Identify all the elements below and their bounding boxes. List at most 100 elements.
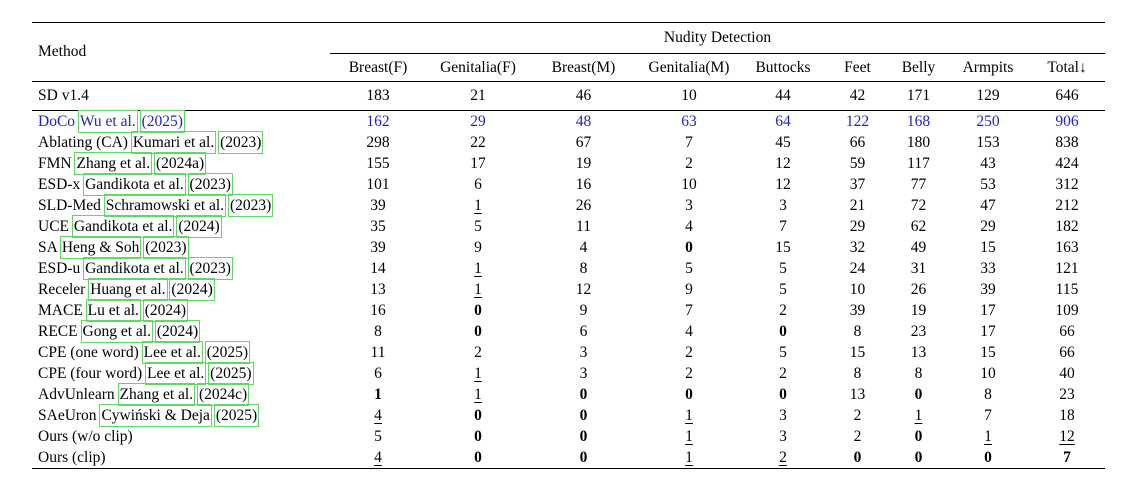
value-cell: 12 — [775, 155, 791, 172]
citation-author-link[interactable]: Cywiński & Deja — [99, 404, 212, 427]
table-row: MACE Lu et al. (2024) 16 0 9 7 2 39 19 17 109 — [32, 299, 1105, 322]
value-cell: 2 — [474, 344, 482, 361]
method-cell: ESD-x Gandikota et al. (2023) — [32, 173, 330, 196]
value-cell: 7 — [1063, 449, 1071, 466]
value-cell: 117 — [907, 155, 930, 172]
table-row: Ours (w/o clip) 5 0 0 1 3 2 0 1 12 — [32, 426, 1105, 447]
value-cell: 17 — [980, 323, 996, 340]
citation-author-link[interactable]: Zhang et al. — [117, 383, 196, 406]
value-cell: 182 — [1055, 218, 1079, 235]
value-cell: 171 — [890, 81, 947, 111]
value-cell: 162 — [366, 113, 390, 130]
value-cell: 18 — [1059, 407, 1075, 424]
citation-year-link[interactable]: (2024) — [176, 215, 222, 238]
value-cell: 59 — [849, 155, 866, 172]
col-header-belly: Belly — [890, 53, 947, 82]
value-cell: 14 — [370, 260, 386, 277]
citation-author-link[interactable]: Gong et al. — [80, 320, 153, 343]
group-header-row: Method Nudity Detection — [32, 22, 1106, 82]
value-cell: 122 — [845, 113, 870, 130]
method-name: Ablating (CA) — [38, 134, 128, 151]
value-cell: 906 — [1055, 113, 1079, 130]
value-cell: 0 — [779, 323, 787, 340]
citation-author-link[interactable]: Gandikota et al. — [83, 257, 186, 280]
value-cell: 5 — [474, 218, 482, 235]
citation-year-link[interactable]: (2023) — [187, 257, 233, 280]
value-cell: 0 — [779, 386, 787, 403]
method-cell: MACE Lu et al. (2024) — [32, 299, 330, 322]
citation-year-link[interactable]: (2024) — [169, 278, 215, 301]
citation-author-link[interactable]: Lee et al. — [141, 341, 203, 364]
table-row: RECE Gong et al. (2024) 8 0 6 4 0 8 23 17 66 — [32, 320, 1105, 343]
citation-author-link[interactable]: Wu et al. — [77, 110, 138, 133]
value-cell: 72 — [910, 197, 927, 214]
value-cell: 1 — [685, 407, 693, 424]
value-cell: 12 — [575, 281, 592, 298]
citation-author-link[interactable]: Schramowski et al. — [103, 194, 227, 217]
value-cell: 6 — [474, 176, 482, 193]
citation-year-link[interactable]: (2024a) — [153, 152, 207, 175]
citation-author-link[interactable]: Lu et al. — [85, 299, 141, 322]
citation-author-link[interactable]: Kumari et al. — [130, 131, 217, 154]
citation-author-link[interactable]: Gandikota et al. — [71, 215, 175, 238]
citation-year-link[interactable]: (2024c) — [196, 383, 250, 406]
citation-author-link[interactable]: Lee et al. — [145, 362, 207, 385]
method-name: Ours (w/o clip) — [38, 428, 133, 445]
value-cell: 0 — [579, 428, 588, 445]
table-row: ESD-x Gandikota et al. (2023) 101 6 16 10 12 3… — [32, 173, 1105, 196]
method-name: AdvUnlearn — [38, 386, 115, 403]
citation-author-link[interactable]: Gandikota et al. — [83, 173, 186, 196]
citation-year-link[interactable]: (2023) — [143, 236, 189, 259]
method-cell: Ours (w/o clip) — [32, 426, 330, 447]
value-cell: 1 — [685, 428, 693, 445]
citation-year-link[interactable]: (2025) — [208, 362, 254, 385]
citation-year-link[interactable]: (2023) — [228, 194, 274, 217]
value-cell: 35 — [370, 218, 386, 235]
value-cell: 24 — [849, 260, 866, 277]
value-cell: 15 — [980, 344, 996, 361]
value-cell: 49 — [910, 239, 927, 256]
value-cell: 2 — [779, 302, 787, 319]
method-cell: FMN Zhang et al. (2024a) — [32, 152, 330, 175]
value-cell: 5 — [374, 428, 382, 445]
citation-year-link[interactable]: (2025) — [139, 110, 185, 133]
value-cell: 153 — [976, 134, 1000, 151]
value-cell: 1 — [685, 449, 693, 466]
value-cell: 101 — [366, 176, 390, 193]
value-cell: 16 — [575, 176, 592, 193]
citation-year-link[interactable]: (2024) — [154, 320, 201, 343]
method-name: Receler — [38, 281, 86, 298]
citation-year-link[interactable]: (2023) — [218, 131, 264, 154]
results-table-container: Method Nudity Detection Breast(F) Genita… — [32, 22, 1106, 469]
value-cell: 1 — [914, 407, 923, 424]
value-cell: 0 — [474, 323, 482, 340]
value-cell: 0 — [685, 239, 693, 256]
citation-year-link[interactable]: (2023) — [187, 173, 233, 196]
value-cell: 37 — [849, 176, 866, 193]
value-cell: 109 — [1055, 302, 1079, 319]
value-cell: 9 — [474, 239, 482, 256]
citation-author-link[interactable]: Zhang et al. — [74, 152, 153, 175]
value-cell: 5 — [779, 344, 787, 361]
value-cell: 1 — [984, 428, 992, 445]
citation-year-link[interactable]: (2025) — [213, 404, 260, 427]
value-cell: 15 — [775, 239, 791, 256]
value-cell: 44 — [741, 81, 825, 111]
value-cell: 0 — [914, 386, 923, 403]
value-cell: 39 — [849, 302, 866, 319]
table-row: Ablating (CA) Kumari et al. (2023) 298 22 6… — [32, 131, 1105, 154]
col-header-feet: Feet — [825, 53, 890, 82]
value-cell: 0 — [984, 449, 992, 466]
citation-author-link[interactable]: Heng & Soh — [59, 236, 142, 259]
value-cell: 8 — [914, 365, 923, 382]
citation-year-link[interactable]: (2024) — [142, 299, 189, 322]
table-row: SAeUron Cywiński & Deja (2025) 4 0 0 1 3 2 1 7 18 — [32, 404, 1105, 427]
value-cell: 129 — [947, 81, 1029, 111]
citation-year-link[interactable]: (2025) — [204, 341, 251, 364]
method-name: Ours (clip) — [38, 449, 106, 466]
method-name: ESD-x — [38, 176, 81, 193]
citation-author-link[interactable]: Huang et al. — [88, 278, 168, 301]
value-cell: 17 — [980, 302, 996, 319]
value-cell: 23 — [1059, 386, 1075, 403]
method-cell: Receler Huang et al. (2024) — [32, 278, 330, 301]
